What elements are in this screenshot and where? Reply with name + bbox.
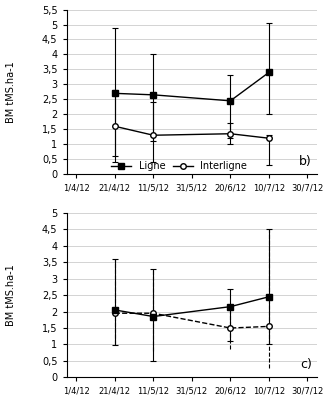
Text: b): b) bbox=[299, 154, 312, 168]
Y-axis label: BM tMS.ha-1: BM tMS.ha-1 bbox=[7, 264, 16, 326]
Y-axis label: BM tMS.ha-1: BM tMS.ha-1 bbox=[7, 61, 16, 123]
Text: c): c) bbox=[300, 358, 312, 371]
Legend: Ligne, Interligne: Ligne, Interligne bbox=[112, 161, 247, 171]
